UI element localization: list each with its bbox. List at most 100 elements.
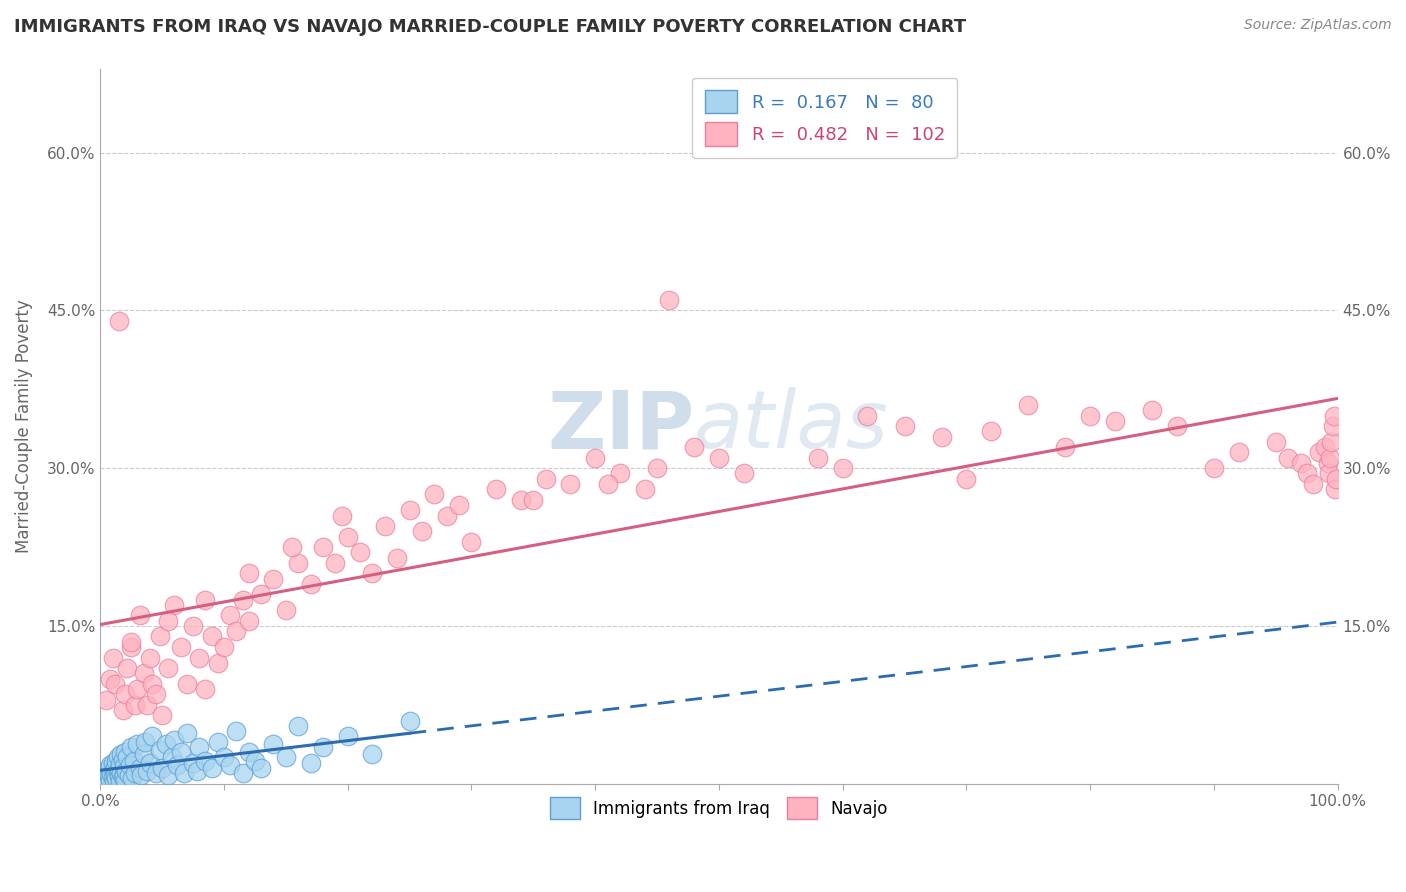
Point	[117, 661, 139, 675]
Point	[658, 293, 681, 307]
Text: Source: ZipAtlas.com: Source: ZipAtlas.com	[1244, 18, 1392, 32]
Point	[361, 747, 384, 762]
Point	[188, 650, 211, 665]
Point	[1302, 477, 1324, 491]
Point	[1317, 467, 1340, 481]
Point	[127, 682, 149, 697]
Point	[733, 467, 755, 481]
Point	[250, 587, 273, 601]
Point	[121, 772, 143, 786]
Point	[120, 640, 142, 654]
Point	[120, 634, 142, 648]
Point	[361, 566, 384, 581]
Point	[104, 677, 127, 691]
Point	[1324, 482, 1347, 496]
Point	[707, 450, 730, 465]
Point	[110, 747, 132, 762]
Point	[1319, 450, 1341, 465]
Point	[1277, 450, 1299, 465]
Point	[97, 766, 120, 780]
Point	[94, 768, 117, 782]
Point	[194, 592, 217, 607]
Point	[96, 773, 118, 788]
Point	[374, 519, 396, 533]
Point	[856, 409, 879, 423]
Point	[330, 508, 353, 523]
Point	[145, 766, 167, 780]
Point	[510, 492, 533, 507]
Point	[170, 745, 193, 759]
Point	[398, 503, 420, 517]
Point	[980, 425, 1002, 439]
Point	[299, 756, 322, 770]
Point	[207, 734, 229, 748]
Point	[105, 772, 128, 786]
Point	[1140, 403, 1163, 417]
Point	[96, 692, 118, 706]
Point	[97, 769, 120, 783]
Point	[98, 772, 121, 787]
Point	[225, 624, 247, 639]
Point	[893, 419, 915, 434]
Point	[101, 650, 124, 665]
Point	[188, 739, 211, 754]
Point	[1315, 440, 1337, 454]
Point	[115, 764, 138, 778]
Point	[129, 768, 152, 782]
Point	[118, 768, 141, 782]
Point	[634, 482, 657, 496]
Point	[107, 765, 129, 780]
Y-axis label: Married-Couple Family Poverty: Married-Couple Family Poverty	[15, 299, 32, 553]
Point	[141, 730, 163, 744]
Point	[238, 566, 260, 581]
Point	[1104, 414, 1126, 428]
Point	[534, 472, 557, 486]
Point	[139, 650, 162, 665]
Point	[108, 314, 131, 328]
Point	[955, 472, 977, 486]
Point	[232, 766, 254, 780]
Point	[103, 763, 125, 777]
Point	[274, 603, 297, 617]
Point	[145, 687, 167, 701]
Point	[522, 492, 544, 507]
Point	[212, 750, 235, 764]
Point	[1078, 409, 1101, 423]
Point	[1227, 445, 1250, 459]
Point	[98, 757, 121, 772]
Point	[1054, 440, 1077, 454]
Point	[769, 125, 792, 139]
Point	[596, 477, 619, 491]
Point	[1320, 434, 1343, 449]
Point	[609, 467, 631, 481]
Point	[683, 440, 706, 454]
Point	[122, 754, 145, 768]
Point	[238, 614, 260, 628]
Point	[127, 737, 149, 751]
Point	[132, 747, 155, 762]
Point	[170, 640, 193, 654]
Point	[150, 761, 173, 775]
Point	[181, 619, 204, 633]
Point	[114, 745, 136, 759]
Point	[194, 682, 217, 697]
Point	[312, 739, 335, 754]
Point	[160, 750, 183, 764]
Point	[120, 739, 142, 754]
Point	[243, 754, 266, 768]
Legend: Immigrants from Iraq, Navajo: Immigrants from Iraq, Navajo	[544, 790, 894, 825]
Point	[136, 698, 159, 712]
Point	[107, 750, 129, 764]
Point	[108, 762, 131, 776]
Point	[411, 524, 433, 539]
Point	[163, 732, 186, 747]
Text: ZIP: ZIP	[547, 387, 695, 465]
Point	[114, 772, 136, 787]
Point	[583, 450, 606, 465]
Point	[250, 761, 273, 775]
Point	[219, 608, 242, 623]
Point	[931, 430, 953, 444]
Point	[114, 687, 136, 701]
Point	[238, 745, 260, 759]
Point	[485, 482, 508, 496]
